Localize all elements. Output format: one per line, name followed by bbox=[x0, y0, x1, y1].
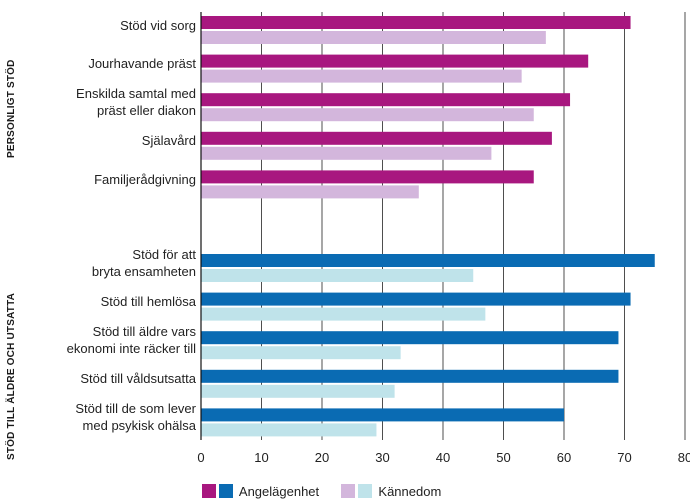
bar-kännedom-familjerådgivning bbox=[201, 185, 419, 199]
category-label-stöd-för-att-bryta-ensamheten: Stöd för att bryta ensamheten bbox=[0, 246, 196, 280]
bar-angelägenhet-stöd-till-de-som-lever-med-psykisk-ohälsa bbox=[201, 408, 564, 422]
bar-angelägenhet-stöd-vid-sorg bbox=[201, 16, 631, 29]
bar-angelägenhet-stöd-till-äldre-vars-ekonomi-inte-räcker-till bbox=[201, 331, 619, 345]
x-tick-label-60: 60 bbox=[556, 450, 572, 465]
category-label-line: Stöd vid sorg bbox=[120, 17, 196, 33]
legend-swatch-kannedom-purple bbox=[340, 484, 355, 498]
bar-angelägenhet-jourhavande-präst bbox=[201, 54, 589, 68]
bar-angelägenhet-stöd-till-våldsutsatta bbox=[201, 369, 619, 383]
legend-label-kannedom: Kännedom bbox=[378, 484, 442, 499]
x-tick-label-30: 30 bbox=[375, 450, 390, 465]
category-label-stöd-till-våldsutsatta: Stöd till våldsutsatta bbox=[0, 370, 196, 387]
bar-kännedom-stöd-till-äldre-vars-ekonomi-inte-räcker-till bbox=[201, 346, 401, 360]
category-label-line: Stöd för att bbox=[132, 247, 196, 262]
category-label-själavård: Själavård bbox=[0, 132, 196, 149]
category-label-jourhavande-präst: Jourhavande präst bbox=[0, 55, 196, 72]
x-tick-label-40: 40 bbox=[435, 450, 451, 465]
bar-kännedom-själavård bbox=[201, 146, 492, 160]
category-label-stöd-till-äldre-vars-ekonomi-inte-räcker-till: Stöd till äldre vars ekonomi inte räcker … bbox=[0, 323, 196, 357]
bar-kännedom-stöd-vid-sorg bbox=[201, 31, 546, 44]
legend-item-kannedom: Kännedom bbox=[340, 484, 442, 499]
bar-kännedom-enskilda-samtal-med-präst-eller-diakon bbox=[201, 108, 534, 122]
x-tick-label-0: 0 bbox=[197, 450, 205, 465]
category-label-line: Stöd till våldsutsatta bbox=[80, 371, 196, 387]
bar-kännedom-stöd-för-att-bryta-ensamheten bbox=[201, 269, 474, 282]
category-label-line: Jourhavande präst bbox=[88, 56, 196, 72]
x-tick-label-70: 70 bbox=[617, 450, 632, 465]
category-label-line: Stöd till äldre vars bbox=[92, 324, 196, 340]
category-label-stöd-till-de-som-lever-med-psykisk-ohälsa: Stöd till de som lever med psykisk ohälsa bbox=[0, 400, 196, 434]
legend-swatch-angelagenhet-blue bbox=[219, 484, 233, 498]
category-label-line: bryta ensamheten bbox=[91, 264, 196, 279]
category-label-line: Familjerådgivning bbox=[94, 171, 196, 187]
category-label-line: Själavård bbox=[141, 133, 196, 149]
bar-kännedom-jourhavande-präst bbox=[201, 69, 522, 83]
legend-swatch-angelagenhet-purple bbox=[202, 484, 216, 498]
category-label-line: med psykisk ohälsa bbox=[82, 418, 196, 434]
category-label-familjerådgivning: Familjerådgivning bbox=[0, 171, 196, 188]
legend-swatch-kannedom-blue bbox=[357, 484, 372, 498]
category-label-line: ekonomi inte räcker till bbox=[66, 341, 196, 357]
bar-kännedom-stöd-till-de-som-lever-med-psykisk-ohälsa bbox=[201, 423, 377, 437]
bar-angelägenhet-familjerådgivning bbox=[201, 170, 534, 184]
legend: Angelägenhet Kännedom bbox=[202, 484, 459, 499]
bar-angelägenhet-stöd-till-hemlösa bbox=[201, 292, 631, 306]
category-label-stöd-till-hemlösa: Stöd till hemlösa bbox=[0, 293, 196, 310]
category-label-line: Enskilda samtal med bbox=[76, 86, 196, 102]
x-tick-label-20: 20 bbox=[314, 450, 330, 465]
category-label-line: Stöd till hemlösa bbox=[100, 294, 196, 310]
bar-angelägenhet-enskilda-samtal-med-präst-eller-diakon bbox=[201, 93, 571, 107]
bar-angelägenhet-själavård bbox=[201, 131, 552, 145]
bar-angelägenhet-stöd-för-att-bryta-ensamheten bbox=[201, 254, 655, 267]
category-label-stöd-vid-sorg: Stöd vid sorg bbox=[0, 17, 196, 34]
legend-item-angelagenhet: Angelägenhet bbox=[202, 484, 319, 499]
category-label-line: Stöd till de som lever bbox=[75, 401, 196, 417]
x-tick-label-50: 50 bbox=[496, 450, 511, 465]
bar-kännedom-stöd-till-våldsutsatta bbox=[201, 384, 395, 398]
legend-label-angelagenhet: Angelägenhet bbox=[238, 484, 320, 499]
category-label-line: präst eller diakon bbox=[97, 103, 196, 119]
bar-kännedom-stöd-till-hemlösa bbox=[201, 307, 486, 321]
x-tick-label-10: 10 bbox=[254, 450, 269, 465]
x-tick-label-80: 80 bbox=[677, 450, 690, 465]
category-label-enskilda-samtal-med-präst-eller-diakon: Enskilda samtal med präst eller diakon bbox=[0, 85, 196, 119]
